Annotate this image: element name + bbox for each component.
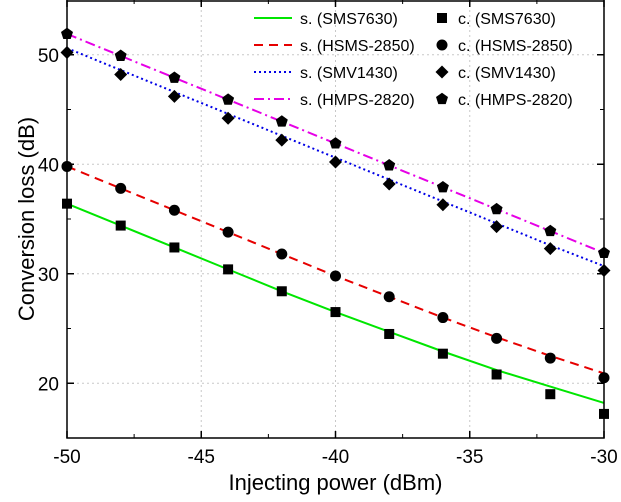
data-point <box>115 182 127 194</box>
legend-marker <box>436 39 448 51</box>
data-point <box>223 264 234 275</box>
data-point <box>437 348 448 359</box>
data-point <box>436 198 450 212</box>
y-axis-title: Conversion loss (dB) <box>14 117 39 321</box>
data-point <box>490 202 503 215</box>
data-point <box>383 291 395 303</box>
data-point <box>275 133 289 147</box>
series-line <box>66 165 605 375</box>
x-tick-label: -30 <box>590 447 617 468</box>
data-point <box>275 115 288 127</box>
data-point <box>491 332 503 344</box>
data-point <box>222 226 234 238</box>
data-point <box>329 155 342 169</box>
ticks: -50 -45 -40 -35 -30 20 30 40 50 <box>38 0 618 468</box>
y-tick-label: 30 <box>38 265 59 286</box>
y-tick-label: 40 <box>38 155 59 176</box>
x-tick-label: -50 <box>53 447 80 468</box>
legend-marker <box>435 65 449 79</box>
series-line <box>66 202 605 404</box>
data-point <box>330 270 341 282</box>
data-point <box>490 220 504 234</box>
data-point <box>545 389 556 400</box>
data-point <box>114 49 127 61</box>
data-point <box>115 220 126 231</box>
data-point <box>330 307 341 318</box>
data-point <box>544 224 557 237</box>
data-point <box>436 180 449 193</box>
grid <box>67 0 604 438</box>
data-point <box>276 248 288 260</box>
legend-label: c. (HSMS-2850) <box>458 38 573 55</box>
legend-marker <box>436 92 448 105</box>
series-2 <box>66 47 605 268</box>
y-tick-label: 20 <box>38 374 59 395</box>
series-markers-7 <box>61 27 610 259</box>
data-point <box>169 242 180 253</box>
series-markers-5 <box>61 160 610 384</box>
data-point <box>544 352 556 364</box>
x-tick-label: -40 <box>322 447 349 468</box>
series-layer <box>60 27 611 419</box>
series-line <box>66 47 605 268</box>
data-point <box>168 71 181 83</box>
legend-label: c. (HMPS-2820) <box>458 92 573 109</box>
data-point <box>276 286 287 297</box>
x-tick-label: -35 <box>456 447 483 468</box>
series-0 <box>66 202 605 404</box>
x-axis-title: Injecting power (dBm) <box>229 470 443 495</box>
legend-marker <box>437 13 447 23</box>
legend-label: s. (HMPS-2820) <box>300 92 415 109</box>
data-point <box>221 111 235 125</box>
legend: s. (SMS7630) s. (HSMS-2850) s. (SMV1430) s.… <box>254 11 573 109</box>
data-point <box>167 89 181 103</box>
data-point <box>491 369 502 380</box>
y-tick-label: 50 <box>38 46 59 67</box>
data-point <box>383 159 396 171</box>
data-point <box>114 67 128 81</box>
legend-label: c. (SMS7630) <box>458 11 556 28</box>
series-1 <box>66 165 605 375</box>
legend-label: s. (SMS7630) <box>300 11 398 28</box>
x-tick-label: -45 <box>188 447 215 468</box>
data-point <box>543 242 557 256</box>
data-point <box>222 93 235 105</box>
data-point <box>384 328 395 339</box>
data-point <box>168 204 180 216</box>
data-point <box>437 312 449 324</box>
legend-label: s. (SMV1430) <box>300 65 398 82</box>
legend-label: s. (HSMS-2850) <box>300 38 415 55</box>
legend-label: c. (SMV1430) <box>458 65 556 82</box>
data-point <box>382 177 396 191</box>
data-point <box>329 137 342 149</box>
